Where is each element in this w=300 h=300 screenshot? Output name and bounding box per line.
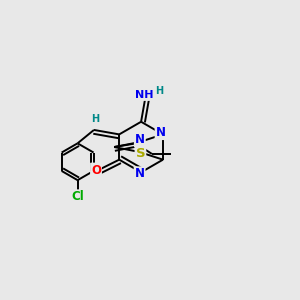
Text: N: N xyxy=(135,167,145,180)
Text: N: N xyxy=(156,126,166,139)
Text: H: H xyxy=(155,85,163,96)
Text: NH: NH xyxy=(135,90,153,100)
Text: H: H xyxy=(91,114,99,124)
Text: S: S xyxy=(136,147,145,160)
Text: O: O xyxy=(91,164,101,177)
Text: Cl: Cl xyxy=(71,190,84,203)
Text: N: N xyxy=(135,133,145,146)
